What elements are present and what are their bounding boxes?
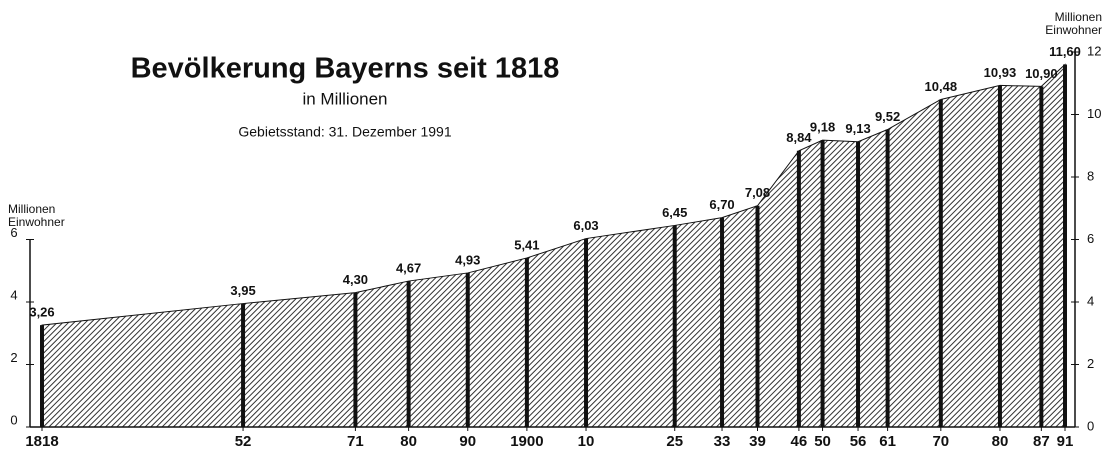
data-label: 5,41	[514, 237, 539, 252]
y2-tick-label: 2	[1087, 356, 1094, 371]
data-label: 6,70	[709, 197, 734, 212]
y-axis-label: Einwohner	[8, 215, 65, 229]
data-label: 9,13	[845, 121, 870, 136]
data-label: 10,93	[984, 65, 1017, 80]
data-label: 6,45	[662, 205, 687, 220]
y2-axis-label: Einwohner	[1045, 23, 1102, 37]
data-label: 3,26	[29, 305, 54, 320]
x-tick-label: 80	[992, 433, 1009, 450]
data-label: 10,90	[1025, 66, 1058, 81]
data-label: 4,93	[455, 252, 480, 267]
data-label: 10,48	[925, 79, 958, 94]
x-tick-label: 87	[1033, 433, 1050, 450]
data-label: 9,18	[810, 120, 835, 135]
data-label: 6,03	[573, 218, 598, 233]
chart-subtitle: in Millionen	[302, 89, 387, 108]
x-tick-label: 70	[932, 433, 949, 450]
data-label: 11,60	[1049, 44, 1081, 59]
data-label: 4,67	[396, 261, 421, 276]
y-axis-label: Millionen	[8, 202, 55, 216]
data-label: 4,30	[343, 272, 368, 287]
y-tick-label: 4	[10, 287, 17, 302]
y2-axis-label: Millionen	[1055, 10, 1102, 24]
data-label: 8,84	[786, 130, 812, 145]
x-tick-label: 91	[1057, 433, 1074, 450]
data-label: 3,95	[230, 283, 255, 298]
data-label: 7,08	[745, 185, 770, 200]
area	[41, 63, 1066, 428]
y2-tick-label: 0	[1087, 418, 1094, 433]
x-tick-label: 50	[814, 433, 831, 450]
x-tick-label: 46	[791, 433, 808, 450]
y2-tick-label: 8	[1087, 168, 1094, 183]
x-tick-label: 33	[714, 433, 731, 450]
x-tick-label: 61	[879, 433, 896, 450]
y2-tick-label: 10	[1087, 106, 1101, 121]
y2-tick-label: 6	[1087, 231, 1094, 246]
y-tick-label: 2	[10, 350, 17, 365]
y2-tick-label: 4	[1087, 293, 1094, 308]
y-tick-label: 0	[10, 412, 17, 427]
x-tick-label: 10	[578, 433, 595, 450]
chart-title: Bevölkerung Bayerns seit 1818	[131, 53, 560, 85]
x-tick-label: 80	[400, 433, 417, 450]
data-label: 9,52	[875, 109, 900, 124]
x-tick-label: 56	[850, 433, 867, 450]
x-tick-label: 52	[235, 433, 252, 450]
x-tick-label: 39	[749, 433, 766, 450]
x-tick-label: 25	[666, 433, 683, 450]
x-tick-label: 90	[459, 433, 476, 450]
chart-note: Gebietsstand: 31. Dezember 1991	[238, 124, 451, 140]
y2-tick-label: 12	[1087, 43, 1101, 58]
y-tick-label: 6	[10, 225, 17, 240]
x-tick-label: 1900	[510, 433, 543, 450]
x-tick-label: 1818	[25, 433, 58, 450]
x-tick-label: 71	[347, 433, 364, 450]
